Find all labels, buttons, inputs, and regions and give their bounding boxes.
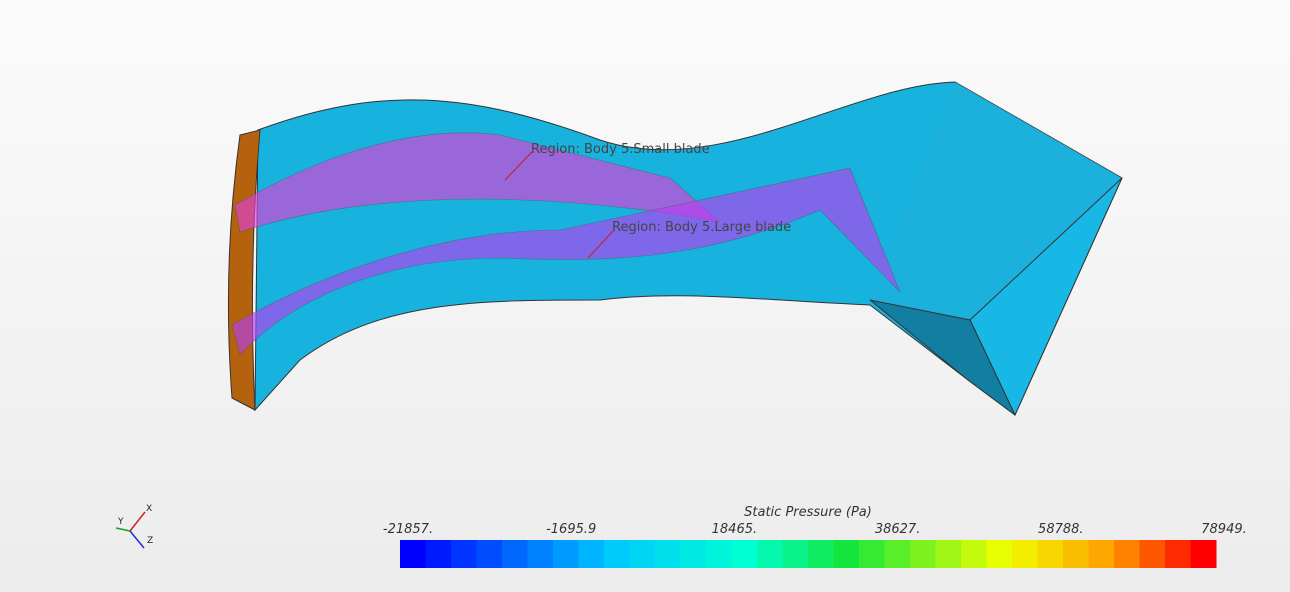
- colorbar-band: [451, 540, 477, 568]
- page: Region: Body 5.Small blade Region: Body …: [0, 0, 1290, 592]
- region-label: Region: Body 5.Large blade: [612, 220, 791, 235]
- triad-label: Y: [117, 517, 124, 527]
- colorbar-band: [426, 540, 452, 568]
- colorbar-band: [936, 540, 962, 568]
- colorbar-band: [834, 540, 860, 568]
- colorbar-band: [1165, 540, 1191, 568]
- colorbar-band: [1114, 540, 1140, 568]
- colorbar-band: [553, 540, 579, 568]
- colorbar-band: [910, 540, 936, 568]
- colorbar-tick-label: 58788.: [1038, 522, 1084, 537]
- colorbar-band: [655, 540, 681, 568]
- colorbar-tick-label: 18465.: [712, 522, 758, 537]
- colorbar-band: [1191, 540, 1217, 568]
- colorbar-band: [757, 540, 783, 568]
- colorbar-band: [1063, 540, 1089, 568]
- colorbar-band: [859, 540, 885, 568]
- colorbar-band: [502, 540, 528, 568]
- colorbar-band: [579, 540, 605, 568]
- colorbar-band: [1038, 540, 1064, 568]
- colorbar-band: [1012, 540, 1038, 568]
- colorbar-band: [400, 540, 426, 568]
- colorbar-tick-label: -1695.9: [546, 522, 596, 537]
- colorbar-band: [732, 540, 758, 568]
- colorbar-band: [706, 540, 732, 568]
- colorbar-band: [681, 540, 707, 568]
- colorbar-band: [987, 540, 1013, 568]
- colorbar-band: [1089, 540, 1115, 568]
- colorbar-band: [961, 540, 987, 568]
- colorbar-band: [783, 540, 809, 568]
- colorbar-tick-label: 38627.: [875, 522, 921, 537]
- region-label: Region: Body 5.Small blade: [531, 142, 710, 157]
- colorbar-band: [1140, 540, 1166, 568]
- triad-label: X: [146, 504, 152, 514]
- colorbar-band: [528, 540, 554, 568]
- triad-label: Z: [147, 536, 153, 546]
- colorbar-band: [604, 540, 630, 568]
- colorbar-band: [885, 540, 911, 568]
- colorbar-tick-label: 78949.: [1201, 522, 1247, 537]
- colorbar-band: [630, 540, 656, 568]
- colorbar-band: [477, 540, 503, 568]
- colorbar-tick-label: -21857.: [383, 522, 433, 537]
- colorbar-title: Static Pressure (Pa): [744, 505, 872, 520]
- viewport: Region: Body 5.Small blade Region: Body …: [0, 0, 1290, 592]
- colorbar-band: [808, 540, 834, 568]
